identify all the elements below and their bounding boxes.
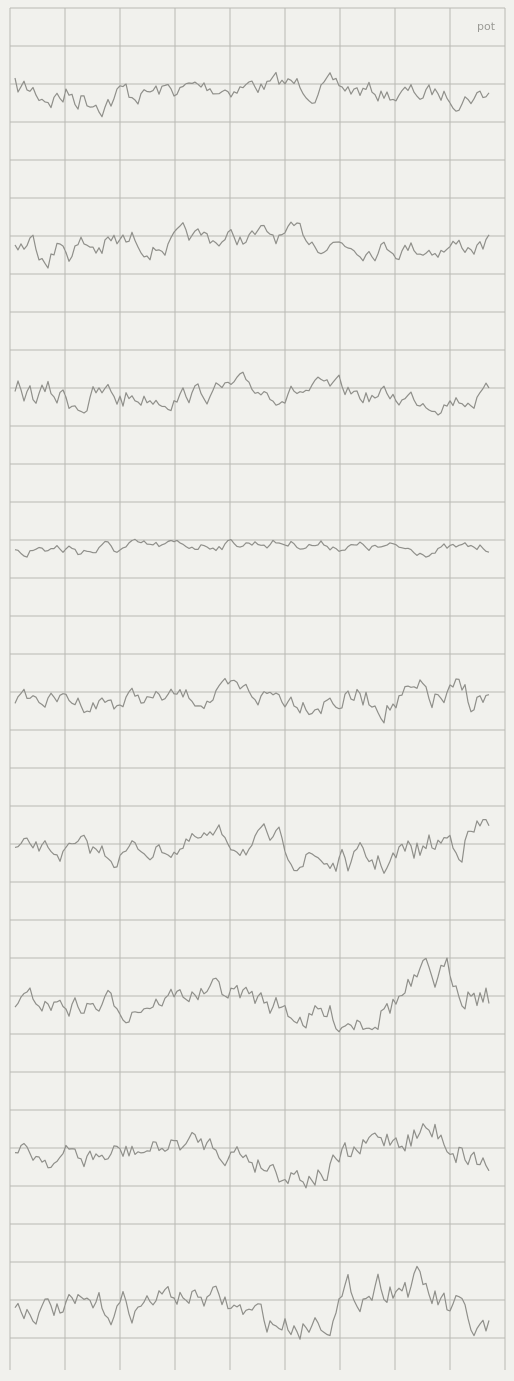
chart-paper: pot [0, 0, 514, 1381]
page: pot (() => { const data = JSON.parse(doc… [0, 0, 514, 1381]
corner-label: pot [477, 20, 496, 33]
paper-background [0, 0, 514, 1381]
